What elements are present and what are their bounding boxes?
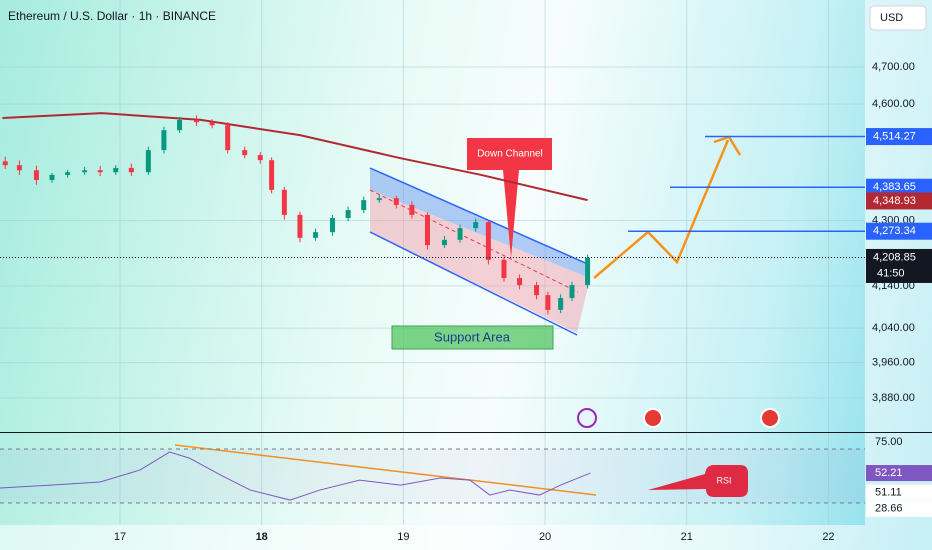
candle-body — [517, 278, 523, 286]
candle-body — [313, 232, 319, 238]
candle-body — [534, 285, 540, 296]
support-box — [391, 325, 554, 350]
candle-body — [585, 257, 591, 286]
candle-body — [393, 198, 399, 205]
candle-body — [113, 167, 119, 173]
channel-bottom — [369, 231, 578, 336]
event-icon[interactable] — [760, 408, 780, 428]
candle-body — [194, 119, 200, 123]
rsi-tag — [866, 465, 932, 482]
candle-body — [457, 228, 463, 240]
y-tick-label: 4,040.00 — [872, 322, 915, 334]
event-icon[interactable] — [643, 408, 663, 428]
price-tag — [866, 128, 932, 146]
candle-body — [424, 214, 430, 246]
rsi-tag-label: 52.21 — [875, 467, 903, 479]
channel-upper — [370, 168, 590, 278]
x-tick-label: 21 — [681, 531, 693, 543]
channel-top — [369, 167, 591, 266]
rsi-trendline — [174, 444, 597, 496]
candle-body — [145, 150, 151, 173]
candle-body — [441, 239, 447, 246]
price-tag — [866, 192, 932, 210]
price-tag — [866, 248, 932, 283]
rsi-tag — [866, 500, 932, 517]
x-tick-label: 19 — [397, 531, 409, 543]
candle-body — [473, 222, 479, 229]
y-tick-label: 4,700.00 — [872, 61, 915, 73]
price-tag-label: 4,208.85 — [873, 251, 916, 263]
price-tag-label: 4,273.34 — [873, 225, 916, 237]
rsi-callout-label: RSI — [716, 475, 731, 485]
time-axis — [0, 525, 865, 550]
candle-body — [361, 200, 367, 211]
candle-body — [501, 259, 507, 279]
symbol-title: Ethereum / U.S. Dollar · 1h · BINANCE — [8, 9, 216, 23]
candle-body — [345, 210, 351, 219]
candle-body — [97, 170, 103, 173]
projection — [593, 139, 730, 279]
price-tag — [866, 178, 932, 196]
channel-mid — [369, 189, 579, 293]
price-tag-label: 4,348.93 — [873, 195, 916, 207]
candle-body — [177, 119, 183, 131]
x-tick-label: 22 — [822, 531, 834, 543]
candle-body — [257, 155, 263, 161]
x-tick-label: 18 — [256, 531, 268, 543]
rsi-line — [0, 451, 591, 501]
price-tag-label: 4,514.27 — [873, 130, 916, 142]
candle-body — [545, 295, 551, 310]
currency-button[interactable] — [869, 5, 927, 31]
candle-body — [209, 122, 215, 126]
rsi-tag — [866, 484, 932, 501]
moving-average — [2, 112, 588, 202]
candle-body — [16, 165, 22, 171]
price-tag — [866, 222, 932, 240]
candle-body — [161, 130, 167, 151]
y-tick-label: 4,600.00 — [872, 98, 915, 110]
y-tick-label: 3,960.00 — [872, 357, 915, 369]
candle-body — [49, 174, 55, 181]
candle-body — [376, 198, 382, 201]
event-icon[interactable] — [577, 408, 597, 428]
candle-body — [33, 170, 39, 181]
y-tick-label: 3,880.00 — [872, 392, 915, 404]
callout — [467, 138, 552, 258]
currency-label[interactable]: USD — [880, 12, 903, 24]
candle-body — [330, 218, 336, 233]
callout-label: Down Channel — [477, 149, 543, 160]
candle-body — [2, 161, 8, 166]
rsi-tag-label: 51.11 — [875, 486, 902, 498]
rsi-tick-label: 75.00 — [875, 436, 903, 448]
candle-body — [269, 160, 275, 190]
support-label: Support Area — [434, 329, 511, 344]
price-tag-label: 4,383.65 — [873, 181, 916, 193]
candle-body — [65, 172, 71, 175]
candle-body — [558, 298, 564, 310]
candle-body — [225, 125, 231, 151]
rsi-tag-label: 28.66 — [875, 503, 903, 515]
candle-body — [242, 150, 248, 156]
x-tick-label: 20 — [539, 531, 551, 543]
candle-body — [128, 167, 134, 173]
countdown: 41:50 — [877, 267, 905, 279]
candle-body — [409, 204, 415, 215]
candle-body — [82, 170, 88, 173]
rsi-band — [0, 449, 865, 504]
x-tick-label: 17 — [114, 531, 126, 543]
candle-body — [569, 285, 575, 299]
rsi-callout — [648, 465, 748, 497]
candle-body — [297, 214, 303, 238]
candle-body — [281, 189, 287, 215]
candle-body — [485, 222, 491, 260]
